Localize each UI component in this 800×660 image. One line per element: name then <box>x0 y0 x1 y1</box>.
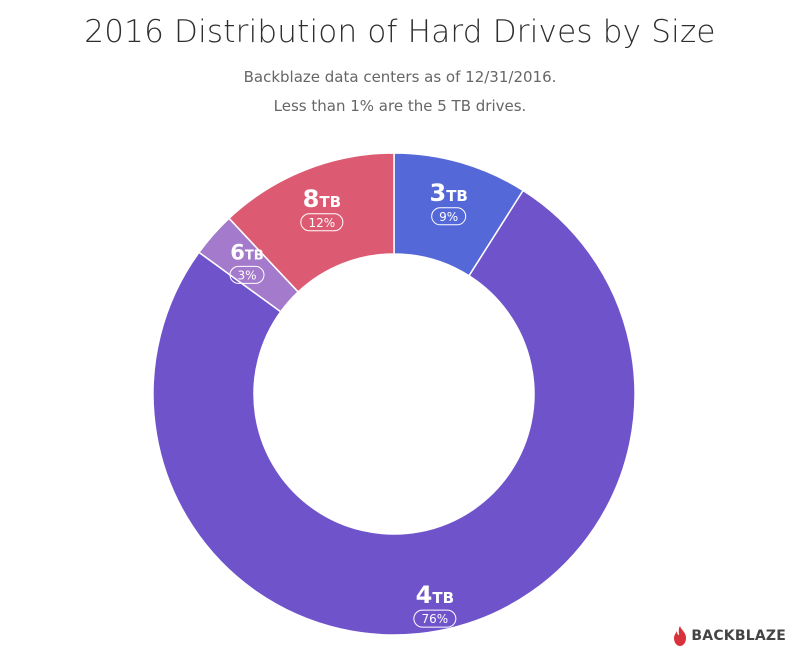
slice-8tb <box>227 152 395 294</box>
logo-text: BACKBLAZE <box>691 628 786 644</box>
chart-title: 2016 Distribution of Hard Drives by Size <box>84 14 716 50</box>
slice-size-label: 3TB <box>429 179 467 207</box>
backblaze-logo: BACKBLAZE <box>673 624 786 648</box>
slice-4tb <box>152 189 636 636</box>
slice-percent-label: 76% <box>422 612 449 626</box>
slice-percent-label: 9% <box>439 210 458 224</box>
donut-slices <box>152 152 636 636</box>
percent-pill <box>300 213 344 232</box>
slice-percent-label: 3% <box>237 268 256 282</box>
slice-size-label: 8TB <box>303 185 341 213</box>
percent-pill <box>413 609 457 628</box>
chart-subtitle-line-2: Less than 1% are the 5 TB drives. <box>273 97 527 115</box>
flame-icon <box>674 626 687 646</box>
percent-pill <box>431 207 467 226</box>
slice-percent-label: 12% <box>309 216 336 230</box>
slice-size-label: 4TB <box>416 581 454 609</box>
slice-size-label: 6TB <box>230 240 263 264</box>
chart-subtitle-line-1: Backblaze data centers as of 12/31/2016. <box>243 68 557 86</box>
percent-pill <box>229 265 265 284</box>
